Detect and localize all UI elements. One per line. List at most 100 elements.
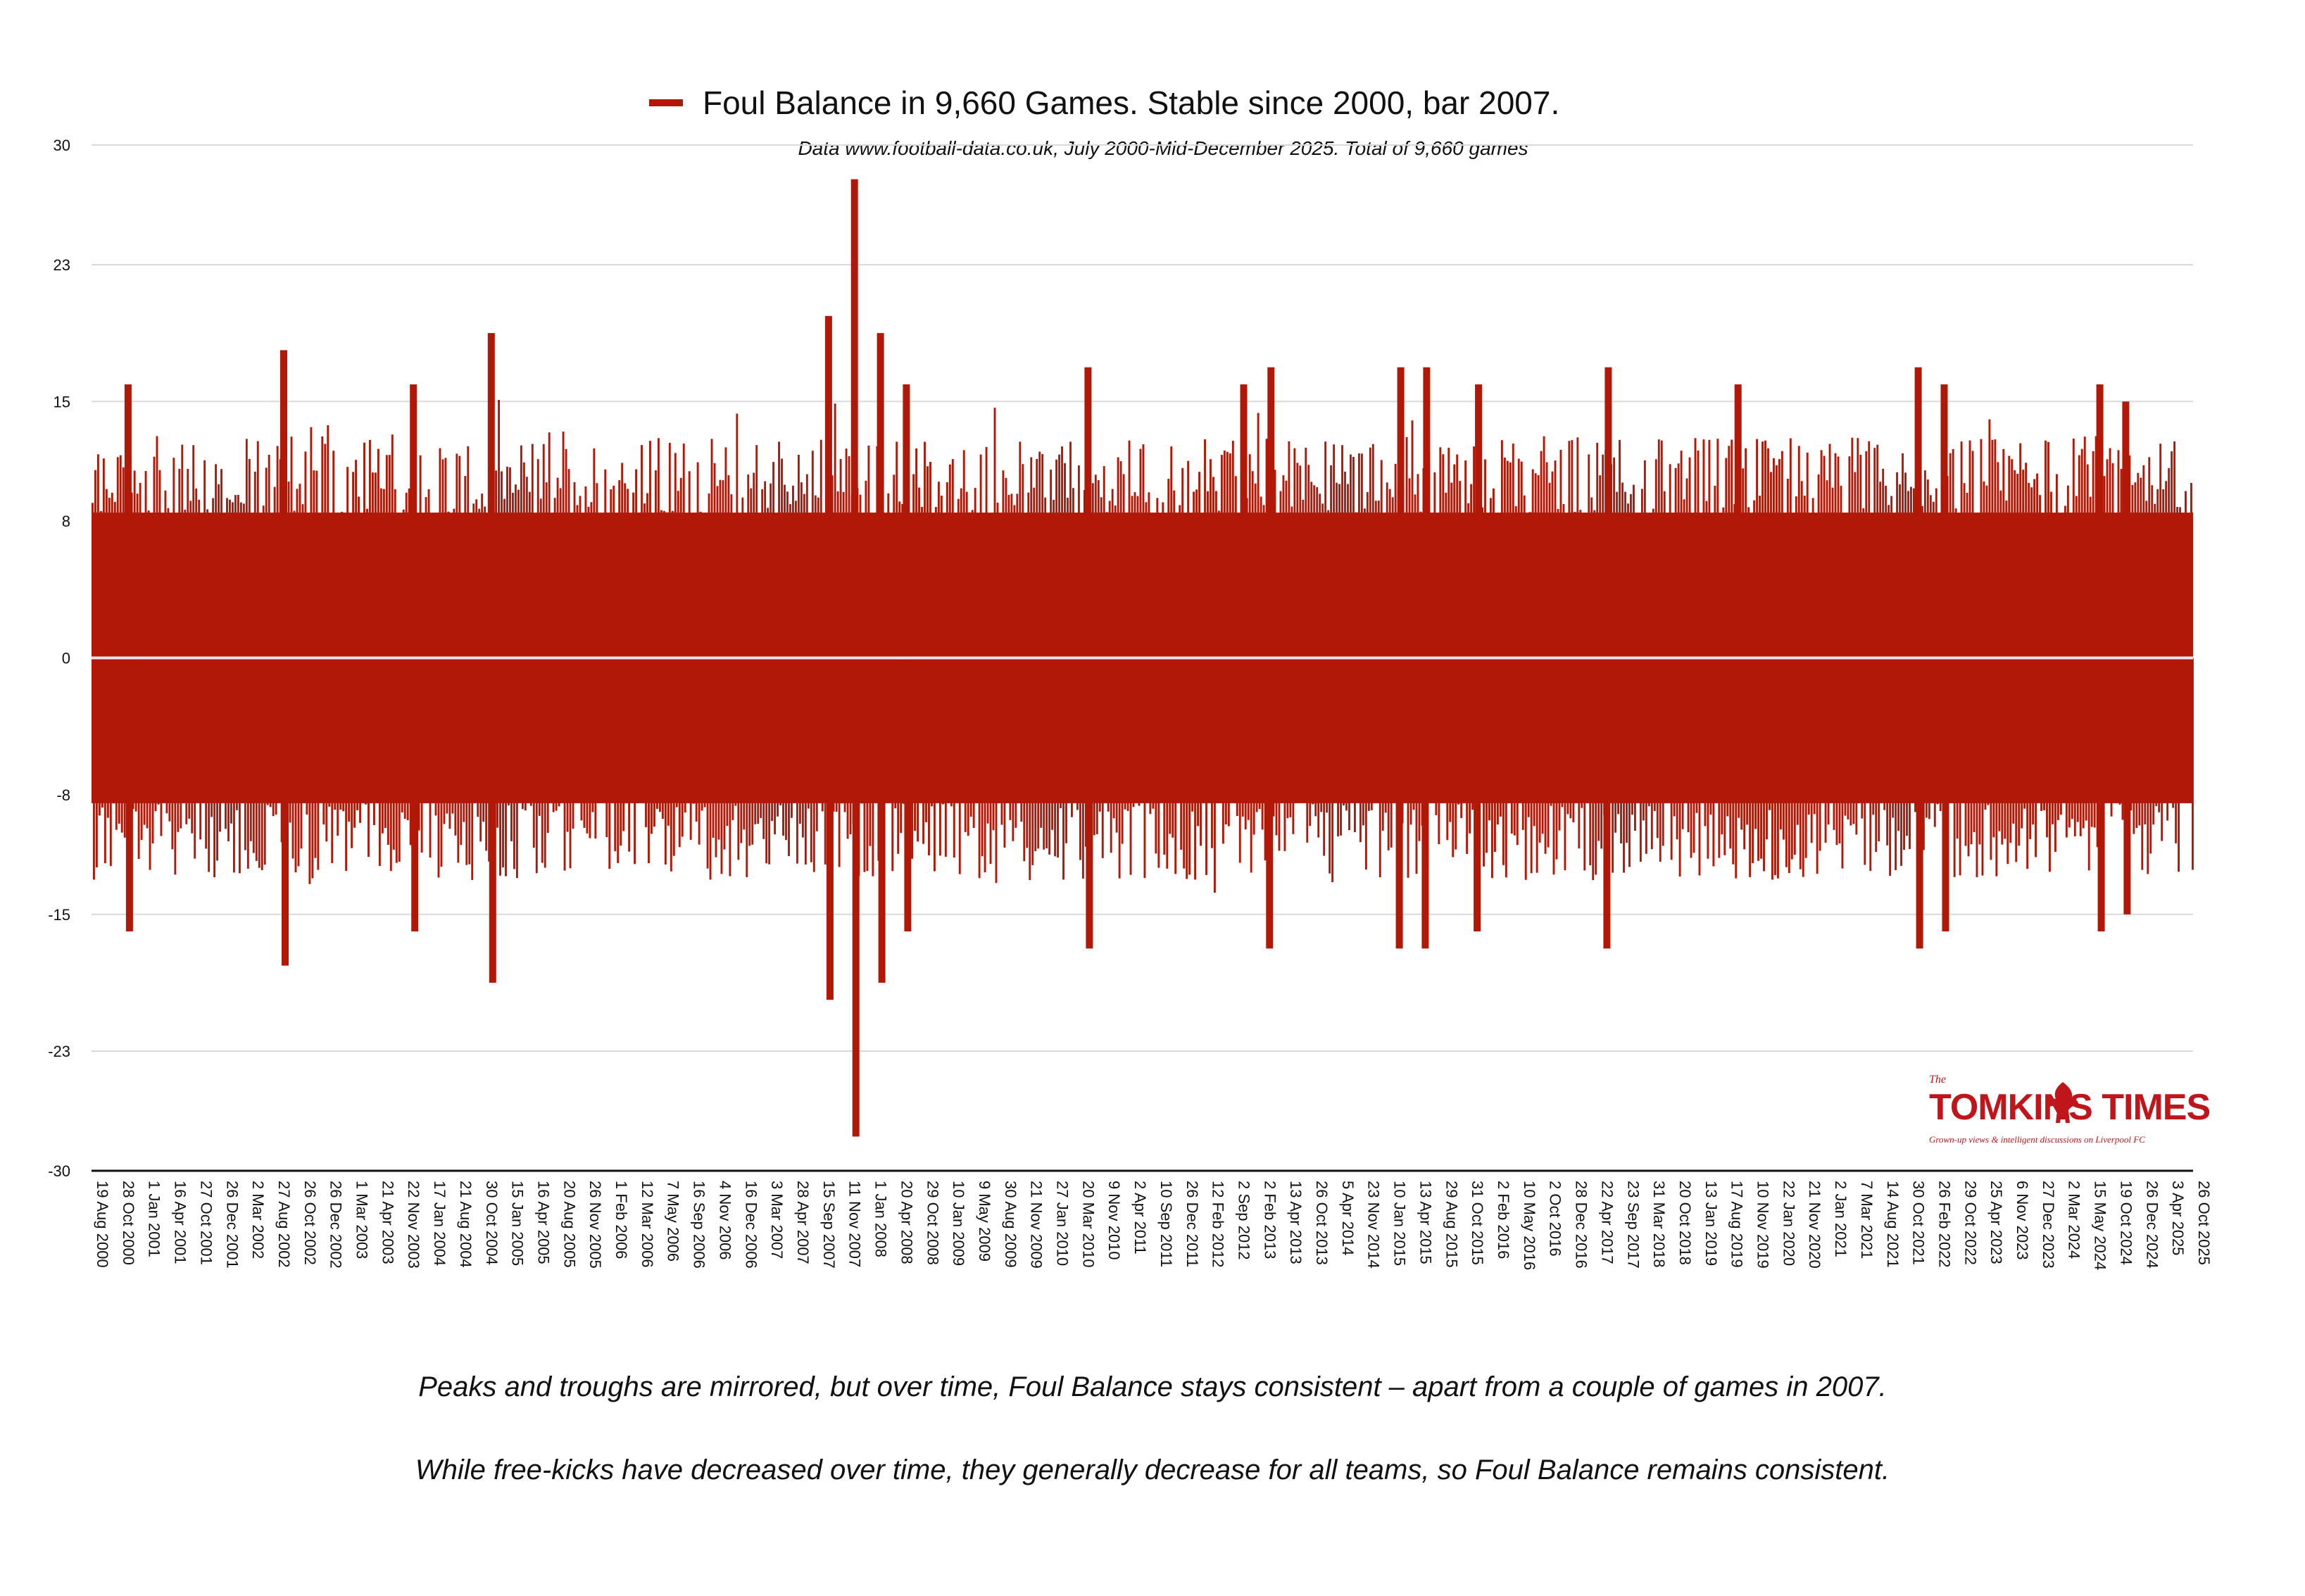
legend: Foul Balance in 9,660 Games. Stable sinc… xyxy=(649,84,1559,121)
spike-bar xyxy=(1914,367,1922,658)
spike-bar xyxy=(878,658,886,983)
x-tick-label: 29 Oct 2022 xyxy=(1961,1181,1979,1265)
x-tick-label: 31 Mar 2018 xyxy=(1650,1181,1668,1268)
x-tick-label: 27 Dec 2023 xyxy=(2040,1181,2057,1269)
x-tick-label: 19 Aug 2000 xyxy=(94,1181,111,1268)
spike-bar xyxy=(489,658,496,983)
y-tick-label: -15 xyxy=(48,906,70,924)
x-tick-label: 26 Oct 2013 xyxy=(1313,1181,1331,1265)
spike-bar xyxy=(1421,658,1429,949)
x-tick-label: 10 May 2016 xyxy=(1521,1181,1538,1270)
x-tick-label: 28 Apr 2007 xyxy=(794,1181,812,1264)
x-tick-label: 16 Apr 2001 xyxy=(172,1181,189,1264)
x-tick-label: 1 Mar 2003 xyxy=(353,1181,371,1259)
x-tick-label: 6 Nov 2023 xyxy=(2014,1181,2031,1260)
spike-bar xyxy=(850,179,858,658)
x-tick-label: 26 Dec 2001 xyxy=(223,1181,241,1269)
x-tick-label: 1 Jan 2001 xyxy=(146,1181,163,1257)
x-tick-label: 4 Nov 2006 xyxy=(716,1181,734,1260)
x-tick-label: 30 Oct 2004 xyxy=(483,1181,501,1265)
caption-line-2: While free-kicks have decreased over tim… xyxy=(415,1454,1890,1485)
x-tick-label: 1 Feb 2006 xyxy=(613,1181,630,1259)
x-tick-label: 17 Aug 2019 xyxy=(1728,1181,1746,1268)
x-tick-label: 22 Apr 2017 xyxy=(1598,1181,1616,1264)
x-tick-label: 10 Sep 2011 xyxy=(1157,1181,1175,1267)
y-tick-label: 8 xyxy=(62,513,70,530)
x-tick-label: 26 Dec 2024 xyxy=(2143,1181,2161,1269)
x-tick-label: 27 Aug 2002 xyxy=(275,1181,293,1268)
x-tick-label: 21 Nov 2009 xyxy=(1028,1181,1045,1269)
spike-bar xyxy=(1084,367,1092,658)
tomkins-times-logo: The TOMKINS TIMES Grown-up views & intel… xyxy=(1929,1074,2211,1145)
x-tick-label: 2 Mar 2024 xyxy=(2066,1181,2083,1259)
x-tick-label: 2 Oct 2016 xyxy=(1547,1181,1564,1257)
y-tick-label: -23 xyxy=(48,1043,70,1060)
spike-bar xyxy=(1475,384,1483,658)
spike-bar xyxy=(877,333,884,658)
spike-bar xyxy=(904,658,912,931)
notable-spikes xyxy=(124,179,2131,1137)
spike-bar xyxy=(2122,401,2130,658)
spike-bar xyxy=(824,315,832,658)
spike-bar xyxy=(1734,384,1742,658)
y-tick-label: 0 xyxy=(62,650,70,667)
logo-the-text: The xyxy=(1929,1074,1946,1086)
x-tick-label: 22 Jan 2020 xyxy=(1780,1181,1797,1266)
x-tick-label: 28 Oct 2000 xyxy=(120,1181,137,1265)
y-tick-label: 15 xyxy=(54,393,70,410)
spike-bar xyxy=(852,658,860,1137)
x-tick-label: 30 Oct 2021 xyxy=(1910,1181,1928,1265)
x-tick-label: 15 Sep 2007 xyxy=(820,1181,838,1269)
x-tick-label: 28 Dec 2016 xyxy=(1573,1181,1590,1269)
caption-line-1: Peaks and troughs are mirrored, but over… xyxy=(418,1371,1887,1402)
x-tick-label: 12 Mar 2006 xyxy=(639,1181,656,1268)
x-tick-label: 26 Nov 2005 xyxy=(586,1181,604,1269)
x-tick-label: 16 Sep 2006 xyxy=(691,1181,708,1269)
x-tick-label: 15 Jan 2005 xyxy=(509,1181,527,1266)
x-axis: 19 Aug 2000 28 Oct 2000 1 Jan 2001 16 Apr 2… xyxy=(94,1181,2213,1270)
chart-subtitle: Data www.football-data.co.uk, July 2000-… xyxy=(798,137,1528,159)
x-tick-label: 29 Aug 2015 xyxy=(1443,1181,1460,1268)
x-tick-label: 26 Feb 2022 xyxy=(1935,1181,1953,1268)
x-tick-label: 23 Sep 2017 xyxy=(1624,1181,1642,1269)
x-tick-label: 12 Feb 2012 xyxy=(1210,1181,1227,1268)
x-tick-label: 7 May 2006 xyxy=(665,1181,682,1262)
x-tick-label: 26 Oct 2002 xyxy=(301,1181,319,1265)
spike-bar xyxy=(826,658,834,1000)
spike-bar xyxy=(1240,384,1248,658)
x-tick-label: 22 Nov 2003 xyxy=(405,1181,422,1269)
x-tick-label: 29 Oct 2008 xyxy=(924,1181,941,1265)
spike-bar xyxy=(1603,658,1611,949)
spike-bar xyxy=(1423,367,1431,658)
x-tick-label: 2 Feb 2016 xyxy=(1495,1181,1512,1259)
x-tick-label: 3 Mar 2007 xyxy=(768,1181,786,1259)
y-tick-label: -8 xyxy=(56,786,70,804)
x-tick-label: 2 Jan 2021 xyxy=(1832,1181,1849,1257)
x-tick-label: 26 Dec 2002 xyxy=(327,1181,345,1269)
spike-bar xyxy=(1267,367,1275,658)
x-tick-label: 2 Apr 2011 xyxy=(1131,1181,1149,1255)
spike-bar xyxy=(1942,658,1949,931)
x-tick-label: 26 Oct 2025 xyxy=(2195,1181,2213,1265)
x-tick-label: 26 Dec 2011 xyxy=(1183,1181,1201,1267)
x-tick-label: 2 Sep 2012 xyxy=(1235,1181,1252,1260)
x-tick-label: 20 Oct 2018 xyxy=(1676,1181,1694,1265)
x-tick-label: 13 Apr 2015 xyxy=(1417,1181,1434,1264)
spike-bar xyxy=(2123,658,2131,915)
x-tick-label: 2 Feb 2013 xyxy=(1261,1181,1279,1259)
x-tick-label: 2 Mar 2002 xyxy=(249,1181,267,1259)
x-tick-label: 9 Nov 2010 xyxy=(1105,1181,1123,1260)
spike-bar xyxy=(410,384,417,658)
legend-label: Foul Balance in 9,660 Games. Stable sinc… xyxy=(703,84,1559,121)
x-tick-label: 10 Jan 2009 xyxy=(950,1181,967,1266)
legend-swatch xyxy=(649,99,683,106)
x-tick-label: 11 Nov 2007 xyxy=(846,1181,864,1267)
x-tick-label: 5 Apr 2014 xyxy=(1339,1181,1357,1255)
x-tick-label: 15 May 2024 xyxy=(2092,1181,2109,1270)
x-tick-label: 21 Aug 2004 xyxy=(457,1181,475,1268)
x-tick-label: 20 Apr 2008 xyxy=(898,1181,915,1264)
spike-bar xyxy=(1916,658,1923,949)
spike-bar xyxy=(1395,658,1403,949)
spike-bar xyxy=(125,658,133,931)
